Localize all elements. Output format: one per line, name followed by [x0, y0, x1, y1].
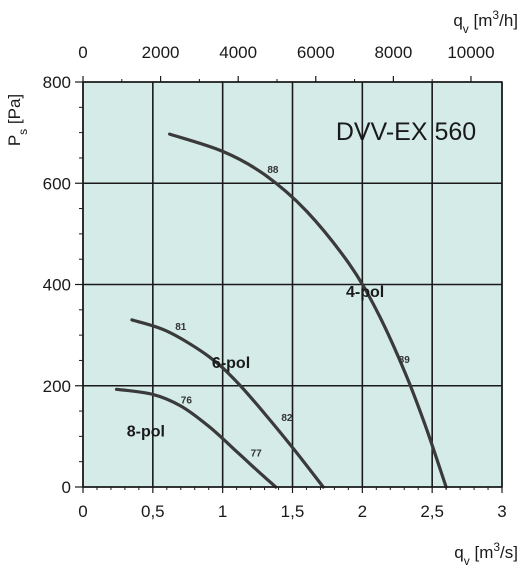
x-tick-label: 1,5 — [281, 502, 305, 521]
y-tick-label: 200 — [43, 377, 71, 396]
efficiency-label: 88 — [267, 165, 279, 176]
annotations: 88 89 81 82 76 77 4-pol 6-pol 8-pol — [127, 165, 410, 460]
x-tick-label: 2,5 — [420, 502, 444, 521]
y-axis-ticks: 0 200 400 600 800 — [43, 73, 83, 497]
y-tick-label: 400 — [43, 276, 71, 295]
y-axis-label: Ps [Pa] — [5, 94, 30, 146]
curve-label: 4-pol — [346, 284, 384, 301]
curves — [114, 132, 448, 489]
chart-title: DVV-EX 560 — [336, 118, 476, 146]
efficiency-label: 82 — [281, 413, 293, 424]
top-tick-label: 10000 — [447, 43, 494, 62]
top-tick-label: 0 — [78, 43, 87, 62]
series-line-6-pol — [130, 318, 325, 489]
efficiency-label: 76 — [181, 395, 193, 406]
x-tick-label: 0 — [78, 502, 87, 521]
top-tick-label: 4000 — [219, 43, 257, 62]
top-tick-label: 2000 — [142, 43, 180, 62]
curve-label: 6-pol — [212, 355, 250, 372]
series-line-8-pol — [114, 387, 278, 489]
x-tick-label: 3 — [497, 502, 506, 521]
x-axis-ticks: 0 0,5 1 1,5 2 2,5 3 — [78, 487, 507, 521]
series-line-4-pol — [168, 132, 448, 489]
x-axis-label: qv [m3/s] — [454, 540, 518, 568]
y-tick-label: 600 — [43, 174, 71, 193]
x-tick-label: 1 — [218, 502, 227, 521]
efficiency-label: 81 — [175, 322, 187, 333]
y-tick-label: 0 — [62, 478, 71, 497]
top-axis-ticks: 0 2000 4000 6000 8000 10000 — [78, 43, 495, 82]
efficiency-label: 77 — [251, 449, 263, 460]
top-axis-label: qv [m3/h] — [453, 8, 518, 36]
x-tick-label: 0,5 — [141, 502, 165, 521]
top-tick-label: 8000 — [374, 43, 412, 62]
curve-label: 8-pol — [127, 423, 165, 440]
top-tick-label: 6000 — [297, 43, 335, 62]
efficiency-label: 89 — [399, 355, 411, 366]
y-tick-label: 800 — [43, 73, 71, 92]
x-tick-label: 2 — [358, 502, 367, 521]
